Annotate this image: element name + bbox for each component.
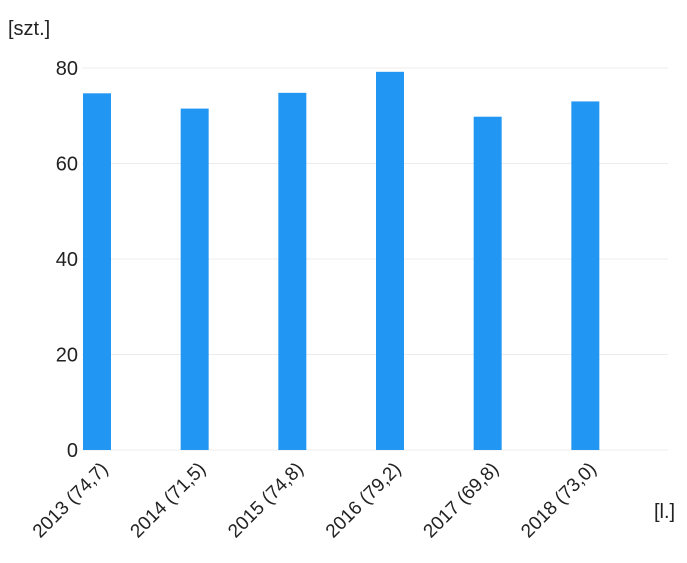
y-axis-ticks: 0 20 40 60 80: [56, 58, 78, 462]
x-tick-label: 2018 (73,0): [517, 459, 601, 543]
x-tick-label: 2014 (71,5): [127, 459, 211, 543]
x-tick-label: 2017 (69,8): [420, 459, 504, 543]
bar: [376, 71, 404, 450]
bar: [83, 93, 111, 451]
y-tick-label: 0: [67, 440, 78, 462]
bars: [83, 71, 600, 451]
x-axis-unit: [l.]: [654, 501, 675, 523]
y-tick-label: 20: [56, 345, 78, 367]
y-tick-label: 40: [56, 249, 78, 271]
x-tick-label: 2016 (79,2): [322, 459, 406, 543]
bar: [278, 92, 307, 450]
x-axis-ticks: 2013 (74,7) 2014 (71,5) 2015 (74,8) 2016 (7…: [29, 459, 601, 543]
x-tick-label: 2013 (74,7): [29, 459, 113, 543]
y-axis-unit: [szt.]: [8, 18, 50, 40]
grid-lines: [82, 67, 668, 451]
bar: [571, 101, 600, 451]
bar: [180, 108, 209, 451]
x-tick-label: 2015 (74,8): [224, 459, 308, 543]
y-tick-label: 80: [56, 58, 78, 80]
bar: [473, 116, 502, 450]
y-tick-label: 60: [56, 154, 78, 176]
